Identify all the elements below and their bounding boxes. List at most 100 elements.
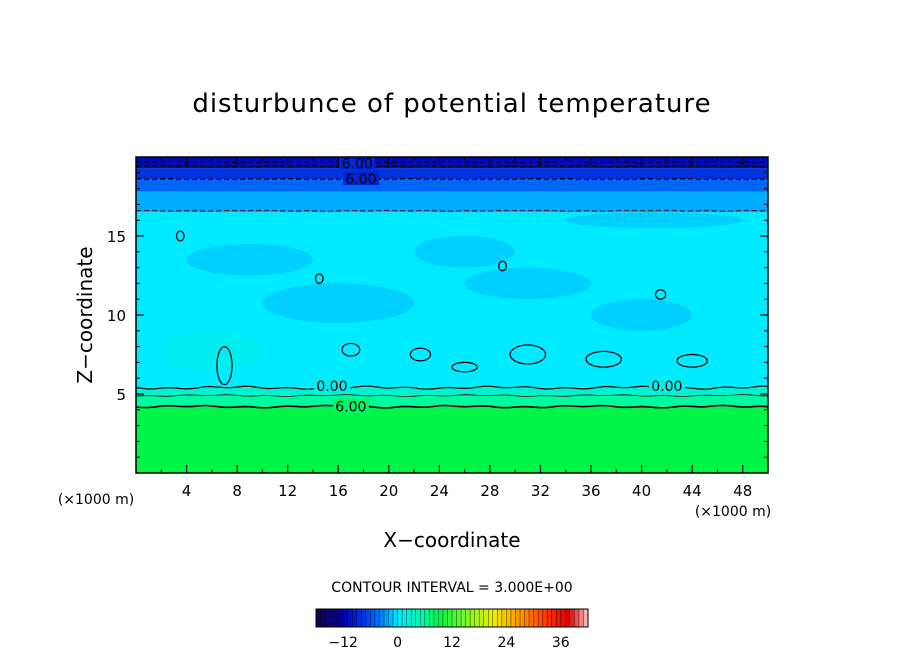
colorbar-tick-label: −12 [328,635,358,651]
colorbar-cell [434,609,439,627]
colorbar-cell [316,609,321,627]
contour-interval: CONTOUR INTERVAL = 3.000E+00 [331,580,572,596]
field-layer [136,168,768,179]
colorbar-cell [389,609,394,627]
colorbar-cell [529,609,534,627]
x-tick-label: 20 [379,482,398,500]
colorbar-cell [452,609,457,627]
field-layer [136,407,768,473]
colorbar [316,609,588,627]
colorbar-cell [429,609,434,627]
colorbar-cell [475,609,480,627]
colorbar-cell [547,609,552,627]
colorbar-cell [538,609,543,627]
colorbar-cell [561,609,566,627]
x-tick-label: 40 [632,482,651,500]
x-tick-label: 48 [733,482,752,500]
colorbar-cell [375,609,380,627]
x-tick-label: 32 [531,482,550,500]
colorbar-cell [357,609,362,627]
colorbar-cell [425,609,430,627]
colorbar-cell [370,609,375,627]
colorbar-cell [511,609,516,627]
colorbar-cell [497,609,502,627]
y-axis-label: Z−coordinate [73,246,97,383]
colorbar-cell [321,609,326,627]
colorbar-cell [402,609,407,627]
colorbar-cell [398,609,403,627]
y-tick-label: 10 [107,307,126,325]
colorbar-cell [361,609,366,627]
colorbar-cell [543,609,548,627]
colorbar-cell [488,609,493,627]
contour-label: 6.00 [335,400,366,416]
colorbar-ticks: −12 0 12 24 36 [328,635,569,651]
y-tick-label: 5 [116,386,126,404]
colorbar-tick-label: 0 [393,635,402,651]
colorbar-cell [484,609,489,627]
colorbar-cell [352,609,357,627]
x-tick-label: 24 [430,482,449,500]
x-tick-label: 28 [480,482,499,500]
colorbar-cell [525,609,530,627]
colorbar-cell [579,609,584,627]
colorbar-cell [407,609,412,627]
field-layer [136,179,768,192]
colorbar-cell [556,609,561,627]
colorbar-cell [466,609,471,627]
colorbar-cell [470,609,475,627]
x-tick-label: 16 [329,482,348,500]
field-patch [465,268,591,300]
x-unit-left: (×1000 m) [58,492,134,508]
field-layer [136,192,768,213]
x-tick-label: 4 [182,482,192,500]
x-unit-right: (×1000 m) [695,504,771,520]
colorbar-tick-label: 36 [552,635,570,651]
contour-label: 0.00 [651,379,682,395]
field-patch [591,299,692,331]
colorbar-cell [366,609,371,627]
colorbar-cell [534,609,539,627]
colorbar-cell [334,609,339,627]
x-tick-label: 44 [683,482,702,500]
field-patch [187,244,313,276]
colorbar-cell [438,609,443,627]
field-patch [566,212,743,228]
x-tick-label: 36 [581,482,600,500]
temperature-field [136,157,768,473]
colorbar-cell [479,609,484,627]
colorbar-cell [325,609,330,627]
contour-label: 0.00 [316,379,347,395]
colorbar-cell [506,609,511,627]
colorbar-cell [457,609,462,627]
colorbar-cell [343,609,348,627]
chart-title: disturbunce of potential temperature [192,89,711,119]
colorbar-cell [552,609,557,627]
colorbar-cell [379,609,384,627]
colorbar-cell [411,609,416,627]
x-axis-label: X−coordinate [383,528,520,552]
colorbar-cell [393,609,398,627]
colorbar-cell [574,609,579,627]
field-patch [262,283,414,323]
colorbar-tick-label: 12 [443,635,461,651]
colorbar-cell [348,609,353,627]
colorbar-cell [339,609,344,627]
colorbar-cell [565,609,570,627]
field-patch [161,331,262,371]
colorbar-cell [520,609,525,627]
contour-label: 6.00 [345,172,376,188]
field-layer [136,396,768,407]
colorbar-cell [570,609,575,627]
colorbar-cell [420,609,425,627]
colorbar-cell [502,609,507,627]
colorbar-tick-label: 24 [497,635,515,651]
contour-label: 6.00 [342,156,373,172]
x-tick-label: 12 [278,482,297,500]
colorbar-cell [515,609,520,627]
colorbar-cell [384,609,389,627]
colorbar-cell [493,609,498,627]
colorbar-cell [461,609,466,627]
colorbar-cell [330,609,335,627]
